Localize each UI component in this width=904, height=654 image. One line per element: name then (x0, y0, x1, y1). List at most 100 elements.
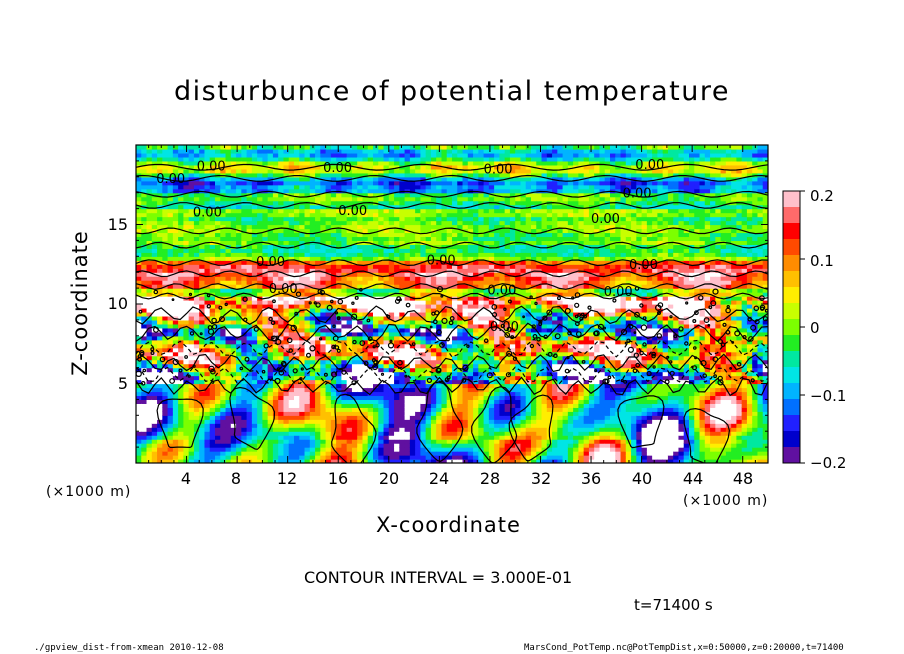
heatmap-cell (294, 276, 300, 281)
heatmap-cell (172, 427, 179, 432)
heatmap-cell (430, 276, 437, 281)
heatmap-cell (215, 196, 221, 202)
heatmap-cell (425, 419, 432, 424)
heatmap-cell (288, 248, 295, 253)
heatmap-cell (251, 145, 258, 150)
heatmap-cell (304, 296, 311, 301)
heatmap-cell (315, 284, 321, 289)
heatmap-cell (288, 260, 295, 265)
heatmap-cell (283, 431, 290, 436)
heatmap-cell (425, 300, 432, 305)
heatmap-cell (409, 216, 416, 222)
heatmap-cell (420, 343, 427, 349)
heatmap-cell (236, 411, 242, 416)
heatmap-cell (267, 311, 274, 317)
heatmap-cell (151, 296, 158, 301)
heatmap-cell (278, 379, 285, 385)
heatmap-cell (341, 160, 348, 166)
heatmap-cell (172, 455, 179, 460)
heatmap-cell (388, 443, 395, 448)
heatmap-cell (215, 300, 221, 305)
heatmap-cell (288, 240, 295, 245)
heatmap-cell (388, 363, 395, 369)
heatmap-cell (172, 292, 179, 297)
heatmap-cell (272, 300, 279, 305)
heatmap-cell (425, 192, 432, 198)
heatmap-cell (294, 208, 300, 214)
heatmap-cell (346, 292, 353, 297)
heatmap-cell (378, 407, 385, 412)
heatmap-cell (257, 411, 263, 416)
heatmap-cell (267, 347, 274, 353)
heatmap-cell (441, 160, 448, 166)
heatmap-cell (178, 296, 184, 301)
heatmap-cell (330, 184, 337, 190)
heatmap-cell (336, 411, 342, 416)
heatmap-cell (283, 228, 290, 234)
heatmap-cell (178, 304, 184, 309)
heatmap-cell (136, 435, 142, 440)
heatmap-cell (136, 268, 142, 273)
heatmap-cell (188, 419, 195, 424)
heatmap-cell (167, 172, 174, 178)
heatmap-cell (246, 220, 253, 226)
heatmap-cell (262, 280, 269, 285)
heatmap-cell (357, 423, 364, 428)
heatmap-cell (320, 411, 327, 416)
heatmap-cell (262, 268, 269, 273)
heatmap-cell (404, 339, 411, 345)
heatmap-cell (330, 192, 337, 198)
heatmap-cell (362, 248, 369, 253)
heatmap-cell (325, 164, 332, 170)
heatmap-cell (304, 152, 311, 158)
heatmap-cell (430, 204, 437, 210)
heatmap-cell (136, 188, 142, 194)
heatmap-cell (362, 220, 369, 226)
heatmap-cell (330, 351, 337, 357)
heatmap-cell (367, 156, 374, 162)
heatmap-cell (404, 168, 411, 174)
heatmap-cell (394, 212, 400, 218)
heatmap-cell (346, 196, 353, 202)
heatmap-cell (246, 228, 253, 234)
heatmap-cell (188, 363, 195, 369)
heatmap-cell (215, 200, 221, 206)
heatmap-cell (415, 216, 421, 222)
heatmap-cell (151, 383, 158, 389)
heatmap-cell (452, 355, 458, 361)
heatmap-cell (351, 300, 358, 305)
heatmap-cell (351, 431, 358, 436)
heatmap-cell (294, 431, 300, 436)
heatmap-cell (420, 451, 427, 456)
heatmap-cell (188, 148, 195, 154)
heatmap-cell (178, 152, 184, 158)
heatmap-cell (204, 451, 211, 456)
heatmap-cell (320, 379, 327, 385)
heatmap-cell (204, 459, 211, 463)
heatmap-cell (446, 240, 453, 245)
heatmap-cell (430, 220, 437, 226)
heatmap-cell (341, 427, 348, 432)
heatmap-cell (183, 447, 190, 452)
heatmap-cell (436, 296, 443, 301)
heatmap-cell (225, 391, 232, 397)
heatmap-cell (325, 435, 332, 440)
heatmap-cell (193, 351, 200, 357)
heatmap-cell (457, 343, 464, 349)
heatmap-cell (388, 335, 395, 341)
heatmap-cell (230, 391, 237, 397)
heatmap-cell (230, 451, 237, 456)
heatmap-cell (267, 339, 274, 345)
heatmap-cell (167, 315, 174, 321)
heatmap-cell (278, 292, 285, 297)
heatmap-cell (236, 296, 242, 301)
heatmap-cell (383, 236, 390, 241)
heatmap-cell (151, 347, 158, 353)
heatmap-cell (241, 188, 248, 194)
heatmap-cell (315, 315, 321, 321)
heatmap-cell (336, 208, 342, 214)
heatmap-cell (188, 343, 195, 349)
heatmap-cell (141, 260, 148, 265)
heatmap-cell (399, 459, 406, 463)
heatmap-cell (288, 387, 295, 393)
